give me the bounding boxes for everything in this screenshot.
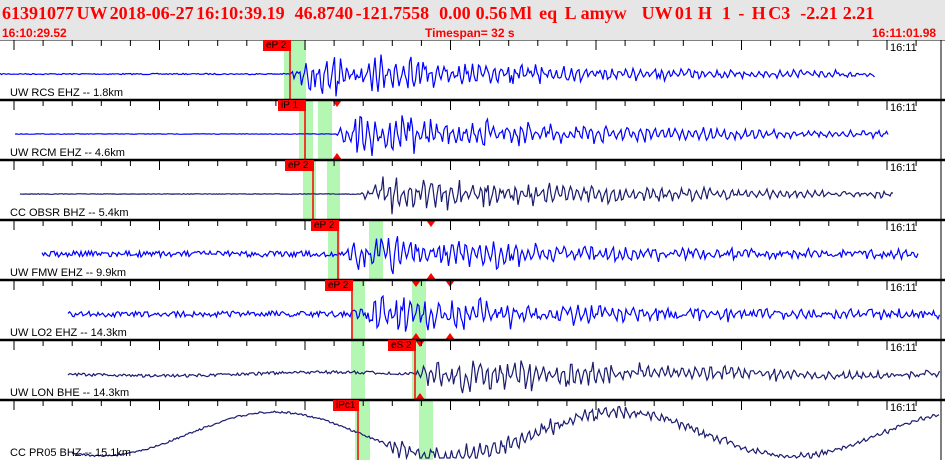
amplitude-marker-up-icon xyxy=(415,393,425,400)
panel-time-label: 16:11 xyxy=(890,222,917,234)
channel-label: UW RCS EHZ -- 1.8km xyxy=(10,87,124,99)
arrival-window xyxy=(327,160,340,220)
amplitude-marker-up-icon xyxy=(332,153,342,160)
phase-pick-label[interactable]: eP 2 xyxy=(263,40,291,51)
arrival-window xyxy=(369,220,383,280)
waveform-trace xyxy=(67,294,941,332)
timespan: Timespan= 32 s xyxy=(425,26,515,40)
waveform-trace xyxy=(71,405,940,460)
end-time: 16:11:01.98 xyxy=(872,26,937,40)
waveform-canvas[interactable] xyxy=(0,40,945,460)
channel-label: CC PR05 BHZ -- 15.1km xyxy=(10,447,132,459)
arrival-window xyxy=(318,100,332,160)
amplitude-marker-down-icon xyxy=(426,220,436,227)
phase-pick-label[interactable]: iP 1 xyxy=(278,100,306,111)
amplitude-marker-up-icon xyxy=(411,333,421,340)
panel-time-label: 16:11 xyxy=(890,102,917,114)
amplitude-marker-down-icon xyxy=(415,340,425,347)
arrival-window xyxy=(328,220,340,280)
channel-label: UW RCM EHZ -- 4.6km xyxy=(10,147,125,159)
panel-time-label: 16:11 xyxy=(890,282,917,294)
phase-pick-label[interactable]: eP 2 xyxy=(325,280,353,291)
waveform-trace xyxy=(19,176,894,215)
panel-time-label: 16:11 xyxy=(890,402,917,414)
channel-label: UW LON BHE -- 14.3km xyxy=(10,387,130,399)
seismogram-panel[interactable]: UW RCS EHZ -- 1.8km 16:11 eP 2 UW RCM EHZ -… xyxy=(0,40,945,460)
arrival-window xyxy=(419,400,433,460)
channel-label: UW LO2 EHZ -- 14.3km xyxy=(10,327,127,339)
waveform-trace xyxy=(0,54,875,97)
amplitude-marker-up-icon xyxy=(426,273,436,280)
panel-time-label: 16:11 xyxy=(890,42,917,54)
start-time: 16:10:29.52 xyxy=(2,26,67,40)
event-summary: 61391077 UW 2018-06-27 16:10:39.19 46.87… xyxy=(2,3,875,23)
phase-pick-label[interactable]: eS 2 xyxy=(388,340,416,351)
panel-time-label: 16:11 xyxy=(890,162,917,174)
arrival-window xyxy=(299,100,313,160)
channel-label: CC OBSR BHZ -- 5.4km xyxy=(10,207,129,219)
panel-time-label: 16:11 xyxy=(890,342,917,354)
amplitude-marker-up-icon xyxy=(445,333,455,340)
channel-label: UW FMW EHZ -- 9.9km xyxy=(10,267,127,279)
waveform-trace xyxy=(14,115,889,157)
phase-pick-label[interactable]: iPc1 xyxy=(333,400,359,411)
arrival-window xyxy=(351,340,365,400)
waveform-trace xyxy=(67,360,941,394)
arrival-window xyxy=(351,280,365,340)
amplitude-marker-down-icon xyxy=(411,280,421,287)
waveform-trace xyxy=(41,236,919,275)
phase-pick-label[interactable]: eP 2 xyxy=(311,220,339,231)
phase-pick-label[interactable]: eP 2 xyxy=(285,160,314,171)
